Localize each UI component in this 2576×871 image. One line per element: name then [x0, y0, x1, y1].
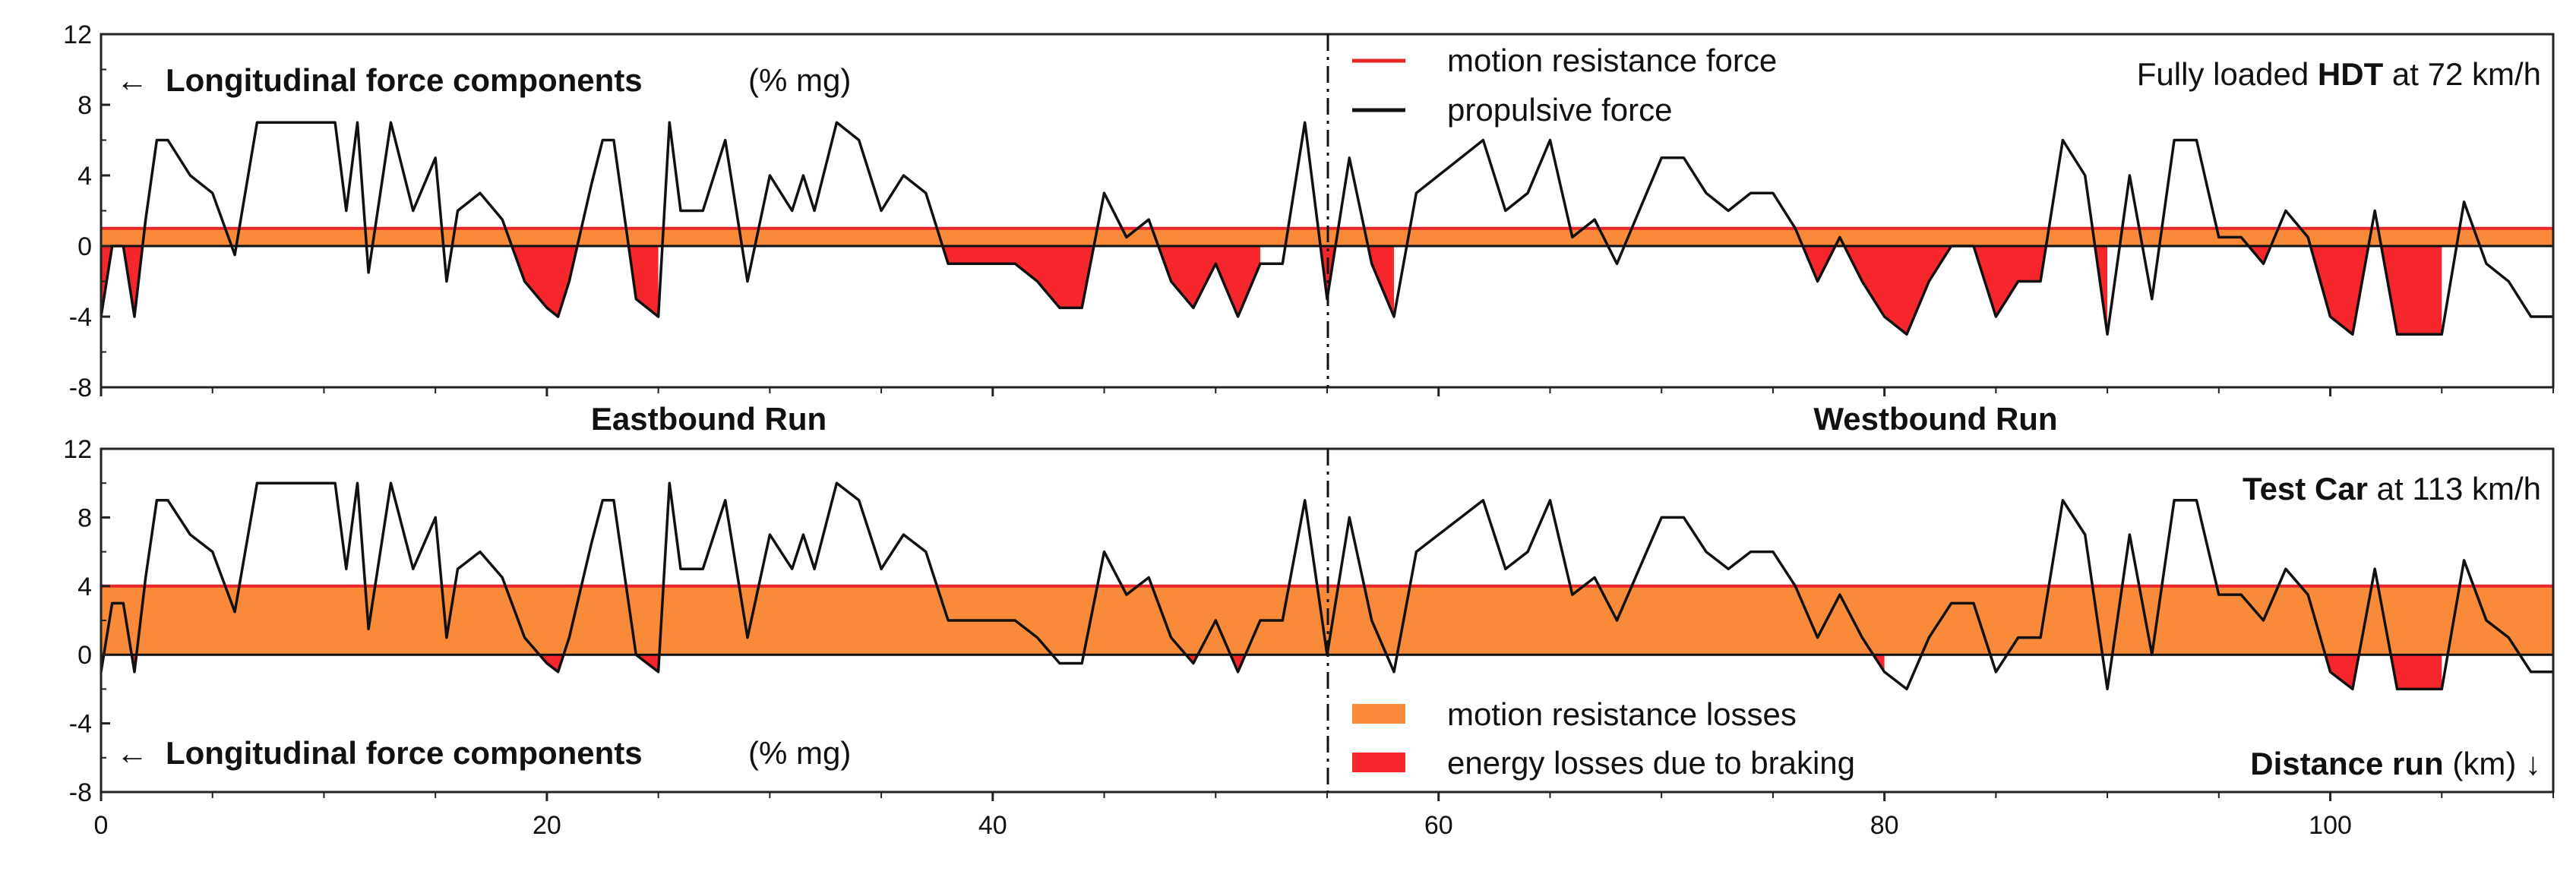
ytick-label-car-5: -8	[69, 778, 92, 807]
xtick-label-3: 60	[1424, 811, 1453, 840]
ylabel-arrow-hdt: ←	[116, 62, 148, 98]
ytick-label-hdt-1: 8	[77, 91, 92, 120]
xtick-label-5: 100	[2309, 811, 2352, 840]
braking-area-car-1	[479, 655, 659, 672]
braking-area-car-4	[1817, 655, 1885, 672]
ytick-label-hdt-3: 0	[77, 232, 92, 261]
xtick-label-1: 20	[533, 811, 561, 840]
ytick-label-hdt-4: -4	[69, 303, 92, 332]
ytick-label-car-1: 8	[77, 503, 92, 532]
ylabel-unit-car: (% mg)	[748, 735, 851, 771]
xlabel: Distance run (km) ↓	[2250, 746, 2541, 781]
ytick-label-car-3: 0	[77, 641, 92, 670]
ylabel-car: Longitudinal force components	[166, 735, 643, 771]
ytick-label-car-0: 12	[63, 435, 92, 464]
run-label-east: Eastbound Run	[591, 401, 827, 437]
braking-area-car-5	[2174, 655, 2442, 690]
xtick-label-4: 80	[1870, 811, 1899, 840]
braking-area-hdt-4	[1772, 246, 2108, 335]
legend-label-resistance: motion resistance force	[1447, 43, 1777, 78]
run-label-west: Westbound Run	[1813, 401, 2057, 437]
braking-area-hdt-3	[1304, 246, 1394, 317]
braking-area-hdt-0	[101, 246, 168, 317]
panel-hdt: 12 8 4 0 -4 -8 ← Longitudinal force component…	[63, 21, 2555, 402]
propulsive-line-hdt	[101, 121, 2553, 336]
legend-swatch-braking-losses	[1352, 753, 1405, 772]
legend-swatch-resistance-losses	[1352, 704, 1405, 724]
panel-car: 12 8 4 0 -4 -8 Test Car at 113 km/h ← Longitu…	[63, 435, 2555, 807]
ylabel-unit-hdt: (% mg)	[748, 62, 851, 98]
ytick-label-hdt-0: 12	[63, 21, 92, 49]
legend-label-resistance-losses: motion resistance losses	[1447, 696, 1797, 732]
ytick-label-car-2: 4	[77, 573, 92, 601]
legend-label-propulsive: propulsive force	[1447, 92, 1672, 128]
xtick-label-0: 0	[94, 811, 109, 840]
panel-title-car: Test Car at 113 km/h	[2243, 471, 2541, 507]
ytick-label-hdt-5: -8	[69, 374, 92, 402]
propulsive-line-car	[101, 481, 2553, 691]
ylabel-hdt: Longitudinal force components	[166, 62, 643, 98]
ylabel-arrow-car: ←	[116, 735, 148, 771]
ytick-label-car-4: -4	[69, 710, 92, 739]
xtick-label-2: 40	[978, 811, 1007, 840]
braking-area-hdt-5	[2174, 246, 2442, 335]
panel-title-hdt: Fully loaded HDT at 72 km/h	[2137, 56, 2541, 92]
legend-label-braking-losses: energy losses due to braking	[1447, 745, 1855, 781]
ytick-label-hdt-2: 4	[77, 162, 92, 191]
